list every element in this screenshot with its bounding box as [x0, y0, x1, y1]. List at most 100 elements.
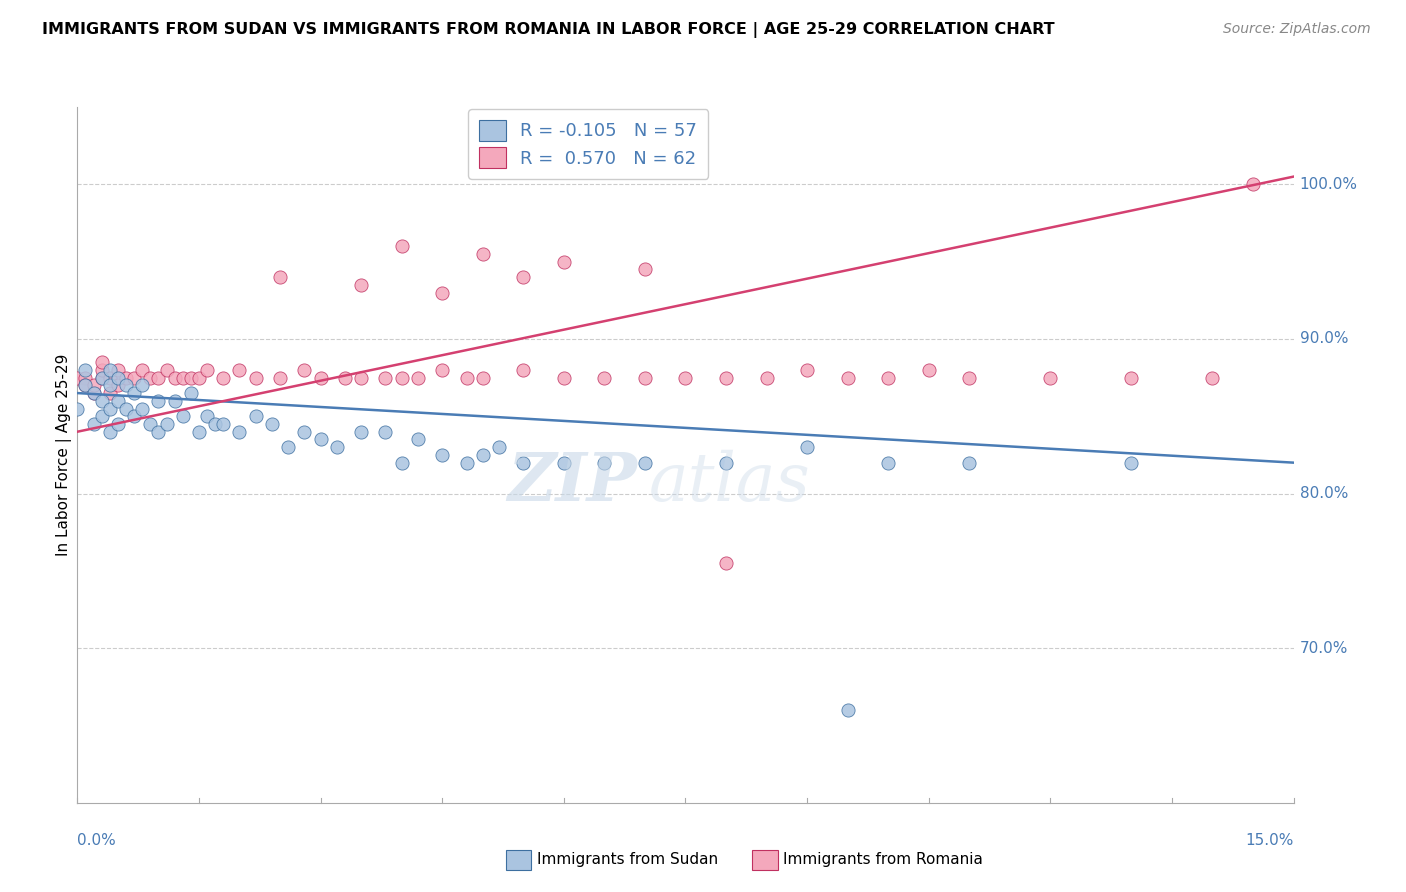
Point: [309, 433, 332, 447]
Point: [163, 370, 186, 384]
Y-axis label: In Labor Force | Age 25-29: In Labor Force | Age 25-29: [56, 354, 72, 556]
Point: [292, 425, 315, 439]
Point: [172, 409, 194, 424]
Point: [122, 409, 145, 424]
Point: [107, 393, 129, 408]
Point: [292, 363, 315, 377]
Point: [75, 378, 97, 392]
Point: [90, 393, 112, 408]
Text: Source: ZipAtlas.com: Source: ZipAtlas.com: [1223, 22, 1371, 37]
Point: [350, 425, 373, 439]
Point: [90, 409, 112, 424]
Text: Immigrants from Romania: Immigrants from Romania: [783, 853, 983, 867]
Point: [714, 456, 737, 470]
Point: [195, 409, 218, 424]
Point: [350, 370, 373, 384]
Point: [107, 363, 129, 377]
Point: [430, 363, 453, 377]
Point: [512, 270, 534, 285]
Point: [131, 363, 153, 377]
Point: [593, 370, 616, 384]
Point: [98, 370, 121, 384]
Point: [245, 409, 267, 424]
Point: [456, 370, 478, 384]
Point: [75, 370, 97, 384]
Text: 80.0%: 80.0%: [1299, 486, 1348, 501]
Point: [180, 386, 202, 401]
Legend: R = -0.105   N = 57, R =  0.570   N = 62: R = -0.105 N = 57, R = 0.570 N = 62: [468, 109, 709, 178]
Point: [83, 378, 105, 392]
Point: [188, 425, 211, 439]
Point: [75, 363, 97, 377]
Point: [195, 363, 218, 377]
Point: [139, 370, 162, 384]
Point: [471, 370, 494, 384]
Point: [714, 556, 737, 570]
Point: [98, 425, 121, 439]
Point: [75, 378, 97, 392]
Point: [131, 378, 153, 392]
Point: [148, 425, 170, 439]
Point: [98, 401, 121, 416]
Point: [172, 370, 194, 384]
Point: [212, 370, 235, 384]
Point: [98, 378, 121, 392]
Point: [350, 277, 373, 292]
Point: [66, 401, 89, 416]
Point: [122, 370, 145, 384]
Point: [107, 417, 129, 431]
Point: [634, 456, 657, 470]
Point: [634, 370, 657, 384]
Point: [90, 363, 112, 377]
Point: [471, 247, 494, 261]
Text: 100.0%: 100.0%: [1299, 177, 1358, 192]
Point: [326, 440, 349, 454]
Point: [269, 270, 291, 285]
Point: [374, 425, 396, 439]
Point: [406, 433, 429, 447]
Text: 70.0%: 70.0%: [1299, 640, 1348, 656]
Point: [98, 386, 121, 401]
Text: 0.0%: 0.0%: [77, 833, 117, 848]
Point: [714, 370, 737, 384]
Point: [163, 393, 186, 408]
Point: [1039, 370, 1062, 384]
Point: [796, 440, 818, 454]
Point: [755, 370, 778, 384]
Point: [957, 456, 980, 470]
Point: [1121, 456, 1143, 470]
Point: [634, 262, 657, 277]
Point: [430, 285, 453, 300]
Point: [837, 703, 859, 717]
Point: [115, 401, 138, 416]
Point: [228, 363, 250, 377]
Text: ZIP: ZIP: [508, 450, 637, 516]
Point: [1201, 370, 1223, 384]
Point: [245, 370, 267, 384]
Point: [1121, 370, 1143, 384]
Point: [122, 386, 145, 401]
Point: [107, 370, 129, 384]
Point: [228, 425, 250, 439]
Point: [148, 393, 170, 408]
Point: [1241, 178, 1264, 192]
Text: 15.0%: 15.0%: [1246, 833, 1294, 848]
Point: [148, 370, 170, 384]
Point: [553, 456, 575, 470]
Point: [83, 386, 105, 401]
Point: [918, 363, 941, 377]
Point: [391, 370, 413, 384]
Point: [877, 456, 900, 470]
Point: [391, 456, 413, 470]
Point: [90, 370, 112, 384]
Point: [471, 448, 494, 462]
Point: [260, 417, 283, 431]
Point: [83, 386, 105, 401]
Point: [488, 440, 510, 454]
Point: [837, 370, 859, 384]
Point: [277, 440, 299, 454]
Point: [269, 370, 291, 384]
Point: [512, 363, 534, 377]
Point: [456, 456, 478, 470]
Text: atlas: atlas: [650, 450, 811, 516]
